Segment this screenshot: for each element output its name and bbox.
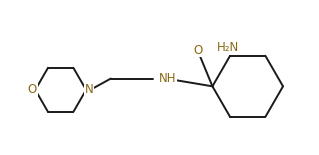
Text: N: N (85, 83, 93, 96)
Text: H₂N: H₂N (217, 42, 240, 55)
Text: O: O (28, 83, 37, 96)
Text: NH: NH (159, 72, 176, 85)
Text: O: O (194, 44, 203, 57)
